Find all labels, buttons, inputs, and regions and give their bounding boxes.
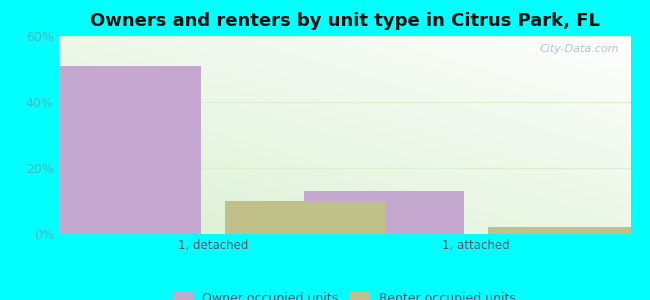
Title: Owners and renters by unit type in Citrus Park, FL: Owners and renters by unit type in Citru… — [90, 12, 599, 30]
Bar — [488, 227, 648, 234]
Text: City-Data.com: City-Data.com — [540, 44, 619, 54]
Bar — [41, 66, 201, 234]
Bar — [304, 191, 464, 234]
Legend: Owner occupied units, Renter occupied units: Owner occupied units, Renter occupied un… — [167, 285, 522, 300]
Bar — [225, 201, 385, 234]
